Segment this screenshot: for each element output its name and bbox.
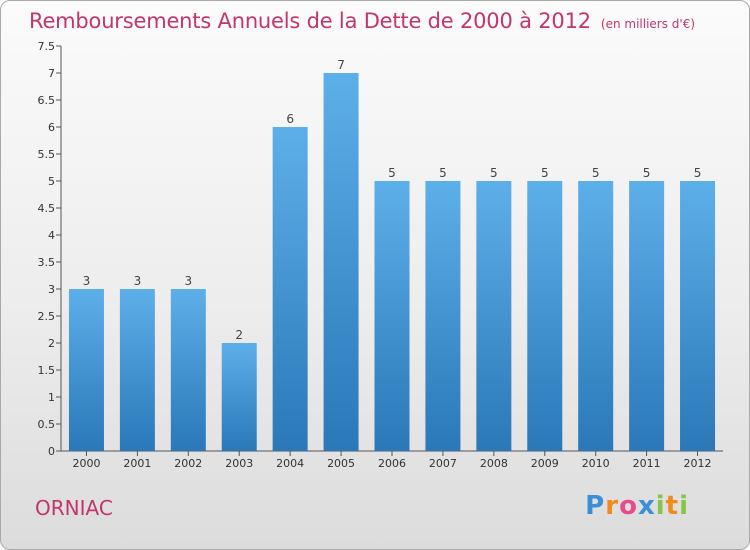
bar-2007[interactable] [425,181,461,451]
data-label-2007: 5 [439,166,447,180]
y-tick-label: 3.5 [38,256,56,269]
x-tick-label: 2004 [276,457,304,470]
value-labels: 3 3 3 2 6 7 5 5 5 5 5 5 5 [83,58,702,342]
data-label-2009: 5 [541,166,549,180]
title-text: Remboursements Annuels de la Dette de 20… [29,9,591,33]
bar-2001[interactable] [119,289,155,451]
bar-2005[interactable] [323,73,359,451]
data-label-2002: 3 [184,274,192,288]
logo-letter: r [605,491,620,521]
bar-2004[interactable] [272,127,308,451]
y-tick-label: 5.5 [38,148,56,161]
chart-title: Remboursements Annuels de la Dette de 20… [29,9,695,33]
data-label-2011: 5 [643,166,651,180]
x-tick-label: 2001 [123,457,151,470]
y-tick-label: 0 [48,445,55,458]
data-label-2010: 5 [592,166,600,180]
proxiti-logo[interactable]: Proxiti [585,491,689,521]
y-tick-label: 2.5 [38,310,56,323]
x-tick-label: 2010 [582,457,610,470]
logo-letter: t [665,491,680,521]
bar-2010[interactable] [578,181,614,451]
y-tick-label: 1 [48,391,55,404]
x-tick-label: 2008 [480,457,508,470]
logo-letter: x [637,491,656,521]
bar-2003[interactable] [221,343,257,451]
bar-2012[interactable] [680,181,716,451]
logo-letter: i [679,491,689,521]
x-tick-label: 2007 [429,457,457,470]
y-tick-label: 4.5 [38,202,56,215]
y-tick-label: 6 [48,121,55,134]
y-tick-label: 4 [48,229,55,242]
y-tick-label: 0.5 [38,418,56,431]
x-tick-label: 2002 [174,457,202,470]
x-axis: 2000 2001 2002 2003 2004 2005 2006 2007 2008 2009… [61,450,723,470]
bar-2000[interactable] [68,289,104,451]
bars [68,73,716,451]
data-label-2000: 3 [83,274,91,288]
logo-letter: P [585,491,606,521]
data-label-2001: 3 [134,274,142,288]
data-label-2006: 5 [388,166,396,180]
x-tick-label: 2000 [72,457,100,470]
x-tick-label: 2006 [378,457,406,470]
x-tick-label: 2005 [327,457,355,470]
y-tick-label: 5 [48,175,55,188]
logo-letter: i [655,491,666,521]
y-tick-label: 7 [48,67,55,80]
x-tick-label: 2009 [531,457,559,470]
commune-name: ORNIAC [35,496,113,520]
chart-subtitle: (en milliers d'€) [600,17,696,31]
y-axis: 0 0.5 1 1.5 2 2.5 3 3.5 4 4.5 5 5.5 6 6.5 7 7.5 [38,40,62,458]
x-tick-label: 2011 [633,457,661,470]
y-tick-label: 2 [48,337,55,350]
data-label-2004: 6 [286,112,294,126]
bar-2009[interactable] [527,181,563,451]
bar-2011[interactable] [629,181,665,451]
data-label-2008: 5 [490,166,498,180]
bar-2008[interactable] [476,181,512,451]
data-label-2003: 2 [235,328,243,342]
x-tick-label: 2003 [225,457,253,470]
logo-letter: o [619,491,638,521]
y-tick-label: 1.5 [38,364,56,377]
y-tick-label: 6.5 [38,94,56,107]
bar-2006[interactable] [374,181,410,451]
data-label-2012: 5 [694,166,702,180]
x-tick-label: 2012 [684,457,712,470]
bar-2002[interactable] [170,289,206,451]
y-tick-label: 7.5 [38,40,56,53]
y-tick-label: 3 [48,283,55,296]
data-label-2005: 7 [337,58,345,72]
